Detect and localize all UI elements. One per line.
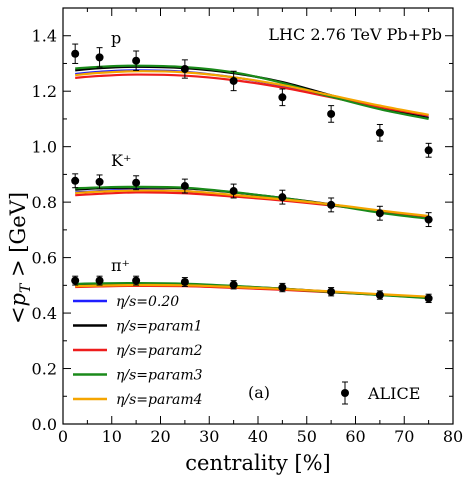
data-point-K-1 bbox=[95, 177, 104, 186]
data-point-K-5 bbox=[278, 193, 287, 202]
y-axis-title: <pT > [GeV] bbox=[6, 192, 34, 324]
y-tick-label-6: 1.2 bbox=[32, 82, 57, 101]
data-point-K-2 bbox=[132, 178, 141, 187]
x-tick-label-2: 20 bbox=[150, 427, 170, 446]
data-points bbox=[71, 43, 433, 304]
legend-label-1: η/s=param1 bbox=[116, 319, 203, 335]
data-point-K-8 bbox=[424, 215, 433, 224]
data-point-pi-0 bbox=[71, 276, 80, 285]
particle-label-2: π⁺ bbox=[111, 256, 130, 275]
x-tick-label-0: 0 bbox=[58, 427, 68, 446]
legend-data-label: ALICE bbox=[367, 384, 420, 403]
legend-label-4: η/s=param4 bbox=[116, 392, 203, 408]
y-tick-label-0: 0.0 bbox=[32, 415, 57, 434]
data-point-p-1 bbox=[95, 53, 104, 62]
data-point-p-7 bbox=[375, 128, 384, 137]
y-tick-label-3: 0.6 bbox=[32, 249, 57, 268]
x-tick-label-7: 70 bbox=[394, 427, 414, 446]
x-tick-label-8: 80 bbox=[443, 427, 463, 446]
data-point-pi-3 bbox=[180, 278, 189, 287]
data-point-K-3 bbox=[180, 182, 189, 191]
data-point-p-0 bbox=[71, 49, 80, 58]
y-tick-label-1: 0.2 bbox=[32, 360, 57, 379]
data-point-K-7 bbox=[375, 209, 384, 218]
y-tick-label-2: 0.4 bbox=[32, 304, 57, 323]
particle-label-0: p bbox=[111, 29, 121, 48]
legend-data-marker bbox=[341, 389, 349, 397]
system-label: LHC 2.76 TeV Pb+Pb bbox=[268, 25, 442, 44]
data-point-K-0 bbox=[71, 176, 80, 185]
data-point-p-6 bbox=[327, 109, 336, 118]
data-point-p-5 bbox=[278, 93, 287, 102]
data-point-pi-5 bbox=[278, 283, 287, 292]
data-point-p-4 bbox=[229, 76, 238, 85]
data-point-pi-1 bbox=[95, 276, 104, 285]
x-tick-label-4: 40 bbox=[248, 427, 268, 446]
y-tick-label-7: 1.4 bbox=[32, 27, 57, 46]
data-point-pi-6 bbox=[327, 287, 336, 296]
x-tick-label-6: 60 bbox=[345, 427, 365, 446]
data-point-pi-4 bbox=[229, 280, 238, 289]
legend-label-2: η/s=param2 bbox=[116, 343, 203, 359]
data-point-K-4 bbox=[229, 187, 238, 196]
legend-label-0: η/s=0.20 bbox=[116, 294, 179, 310]
axes bbox=[62, 7, 454, 425]
x-axis-title: centrality [%] bbox=[185, 451, 330, 475]
tick-labels: 0 10 20 30 40 50 60 70 80 0.0 0.2 0.4 0.6 0.8 1.0 1.2 1.… bbox=[32, 27, 463, 446]
curve-p-series-0 bbox=[75, 69, 429, 119]
legend-label-3: η/s=param3 bbox=[116, 368, 203, 384]
data-point-pi-8 bbox=[424, 294, 433, 303]
data-point-p-8 bbox=[424, 146, 433, 155]
particle-labels: p K⁺ π⁺ bbox=[111, 29, 131, 275]
x-tick-label-5: 50 bbox=[297, 427, 317, 446]
data-point-pi-2 bbox=[132, 276, 141, 285]
data-point-p-2 bbox=[132, 56, 141, 65]
panel-label: (a) bbox=[248, 383, 270, 402]
x-tick-label-1: 10 bbox=[102, 427, 122, 446]
particle-label-1: K⁺ bbox=[111, 151, 131, 170]
data-point-pi-7 bbox=[375, 291, 384, 300]
data-point-K-6 bbox=[327, 200, 336, 209]
y-tick-label-4: 0.8 bbox=[32, 193, 57, 212]
y-tick-label-5: 1.0 bbox=[32, 138, 57, 157]
x-tick-label-3: 30 bbox=[199, 427, 219, 446]
legend: η/s=0.20 η/s=param1 η/s=param2 η/s=param3 η/… bbox=[73, 294, 420, 408]
data-point-p-3 bbox=[180, 65, 189, 74]
